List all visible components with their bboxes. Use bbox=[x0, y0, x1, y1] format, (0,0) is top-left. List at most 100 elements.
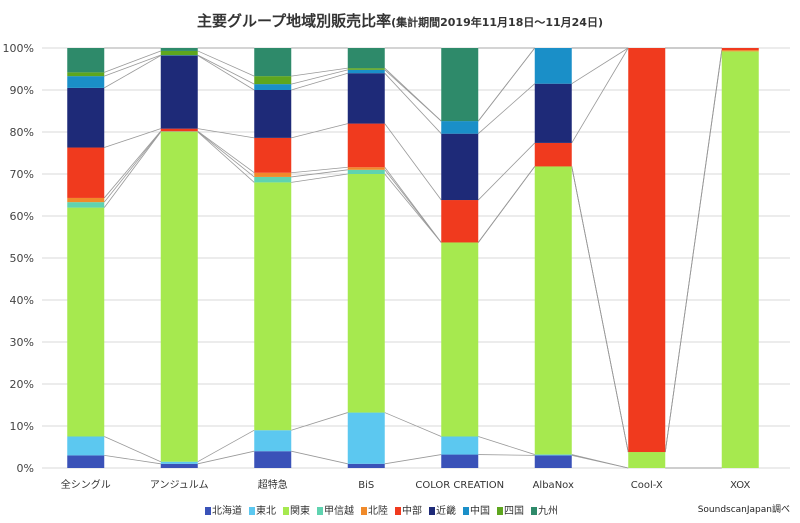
bar-segment-近畿 bbox=[347, 73, 385, 124]
connector-line bbox=[384, 123, 442, 201]
legend: 北海道 東北 関東 甲信越 北陸 中部 近畿 中国 四国 九州 bbox=[205, 502, 558, 517]
x-tick-label: COLOR CREATION bbox=[415, 480, 504, 491]
connector-line bbox=[291, 169, 348, 178]
connector-line bbox=[291, 123, 348, 139]
connector-line bbox=[197, 128, 255, 139]
bar-segment-九州 bbox=[160, 48, 198, 51]
legend-label: 関東 bbox=[290, 506, 310, 517]
legend-label: 北海道 bbox=[212, 506, 242, 517]
legend-label: 近畿 bbox=[436, 506, 456, 517]
bar-segment-北海道 bbox=[441, 454, 479, 468]
legend-item: 中部 bbox=[395, 502, 422, 517]
bar-segment-九州 bbox=[441, 48, 479, 122]
bar-segment-中部 bbox=[441, 200, 479, 243]
legend-item: 北陸 bbox=[361, 502, 388, 517]
y-tick-label: 20% bbox=[10, 378, 34, 391]
legend-item: 関東 bbox=[283, 502, 310, 517]
y-tick-label: 80% bbox=[10, 126, 34, 139]
connector-line bbox=[197, 50, 255, 77]
bar-segment-東北 bbox=[347, 412, 385, 464]
title-subtitle: (集計期間2019年11月18日～11月24日) bbox=[391, 16, 603, 29]
y-tick-label: 100% bbox=[3, 42, 34, 55]
bar-segment-中部 bbox=[628, 48, 666, 453]
bar-segment-中国 bbox=[254, 84, 292, 90]
bar-segment-北陸 bbox=[67, 197, 105, 203]
bar-segment-近畿 bbox=[160, 55, 198, 129]
bar-segment-北海道 bbox=[534, 455, 572, 468]
bar-segment-四国 bbox=[347, 68, 385, 70]
legend-swatch bbox=[317, 507, 323, 515]
bar-segment-中部 bbox=[347, 123, 385, 168]
bar-segment-北海道 bbox=[160, 463, 198, 468]
y-tick-label: 40% bbox=[10, 294, 34, 307]
y-tick-label: 0% bbox=[17, 462, 34, 475]
bar-segment-北海道 bbox=[67, 455, 105, 468]
legend-swatch bbox=[249, 507, 255, 515]
bar-segment-関東 bbox=[254, 182, 292, 431]
connector-line bbox=[384, 412, 442, 437]
bar-segment-近畿 bbox=[534, 83, 572, 143]
legend-label: 中国 bbox=[470, 506, 490, 517]
bar-segment-中国 bbox=[67, 76, 105, 88]
legend-swatch bbox=[361, 507, 367, 515]
connector-line bbox=[571, 166, 629, 453]
bar-segment-中国 bbox=[347, 69, 385, 74]
legend-label: 東北 bbox=[256, 506, 276, 517]
connector-line bbox=[571, 454, 629, 469]
connector-line bbox=[571, 47, 629, 85]
title-main: 主要グループ地域別販売比率 bbox=[196, 12, 392, 30]
bar-segment-東北 bbox=[160, 461, 198, 464]
connector-line bbox=[384, 72, 442, 134]
chart-title: 主要グループ地域別販売比率(集計期間2019年11月18日～11月24日) bbox=[0, 10, 800, 31]
bar-segment-近畿 bbox=[441, 133, 479, 201]
y-tick-label: 90% bbox=[10, 84, 34, 97]
x-tick-label: 全シングル bbox=[61, 478, 111, 491]
legend-label: 四国 bbox=[504, 506, 524, 517]
connector-line bbox=[291, 450, 348, 465]
connector-line bbox=[104, 128, 161, 148]
connector-line bbox=[291, 173, 348, 183]
connector-line bbox=[104, 455, 161, 465]
bar-segment-北海道 bbox=[347, 463, 385, 468]
legend-item: 北海道 bbox=[205, 502, 242, 517]
bar-segment-関東 bbox=[441, 242, 479, 437]
y-tick-label: 30% bbox=[10, 336, 34, 349]
bar-segment-九州 bbox=[254, 48, 292, 77]
connector-line bbox=[477, 47, 536, 122]
legend-swatch bbox=[497, 507, 503, 515]
bar-segment-甲信越 bbox=[67, 202, 105, 208]
legend-item: 中国 bbox=[463, 502, 490, 517]
bar-segment-近畿 bbox=[67, 87, 105, 148]
y-tick-label: 10% bbox=[10, 420, 34, 433]
connector-line bbox=[197, 54, 255, 85]
bar-segment-中部 bbox=[254, 137, 292, 173]
connector-line bbox=[291, 166, 348, 174]
connector-line bbox=[571, 47, 629, 144]
connector-line bbox=[477, 142, 536, 201]
connector-line bbox=[103, 131, 162, 208]
y-tick-label: 50% bbox=[10, 252, 34, 265]
bar-segment-四国 bbox=[254, 76, 292, 85]
connector-line bbox=[197, 131, 255, 178]
connector-line bbox=[477, 166, 536, 243]
legend-label: 中部 bbox=[402, 506, 422, 517]
legend-label: 甲信越 bbox=[324, 506, 354, 517]
connector-line bbox=[664, 50, 723, 453]
bar-segment-東北 bbox=[441, 436, 479, 455]
bar-segment-中部 bbox=[721, 48, 759, 51]
legend-swatch bbox=[205, 507, 211, 515]
connector-line bbox=[103, 130, 162, 199]
connector-line bbox=[104, 54, 161, 77]
bar-segment-関東 bbox=[67, 207, 105, 437]
bar-segment-中部 bbox=[67, 147, 105, 198]
x-tick-label: 超特急 bbox=[258, 478, 288, 491]
bar-segment-中部 bbox=[534, 142, 572, 167]
legend-item: 近畿 bbox=[429, 502, 456, 517]
connector-line bbox=[291, 67, 348, 77]
x-tick-label: XOX bbox=[730, 480, 750, 491]
bar-segment-北海道 bbox=[254, 451, 292, 468]
bar-segment-甲信越 bbox=[254, 176, 292, 183]
legend-label: 九州 bbox=[538, 506, 558, 517]
